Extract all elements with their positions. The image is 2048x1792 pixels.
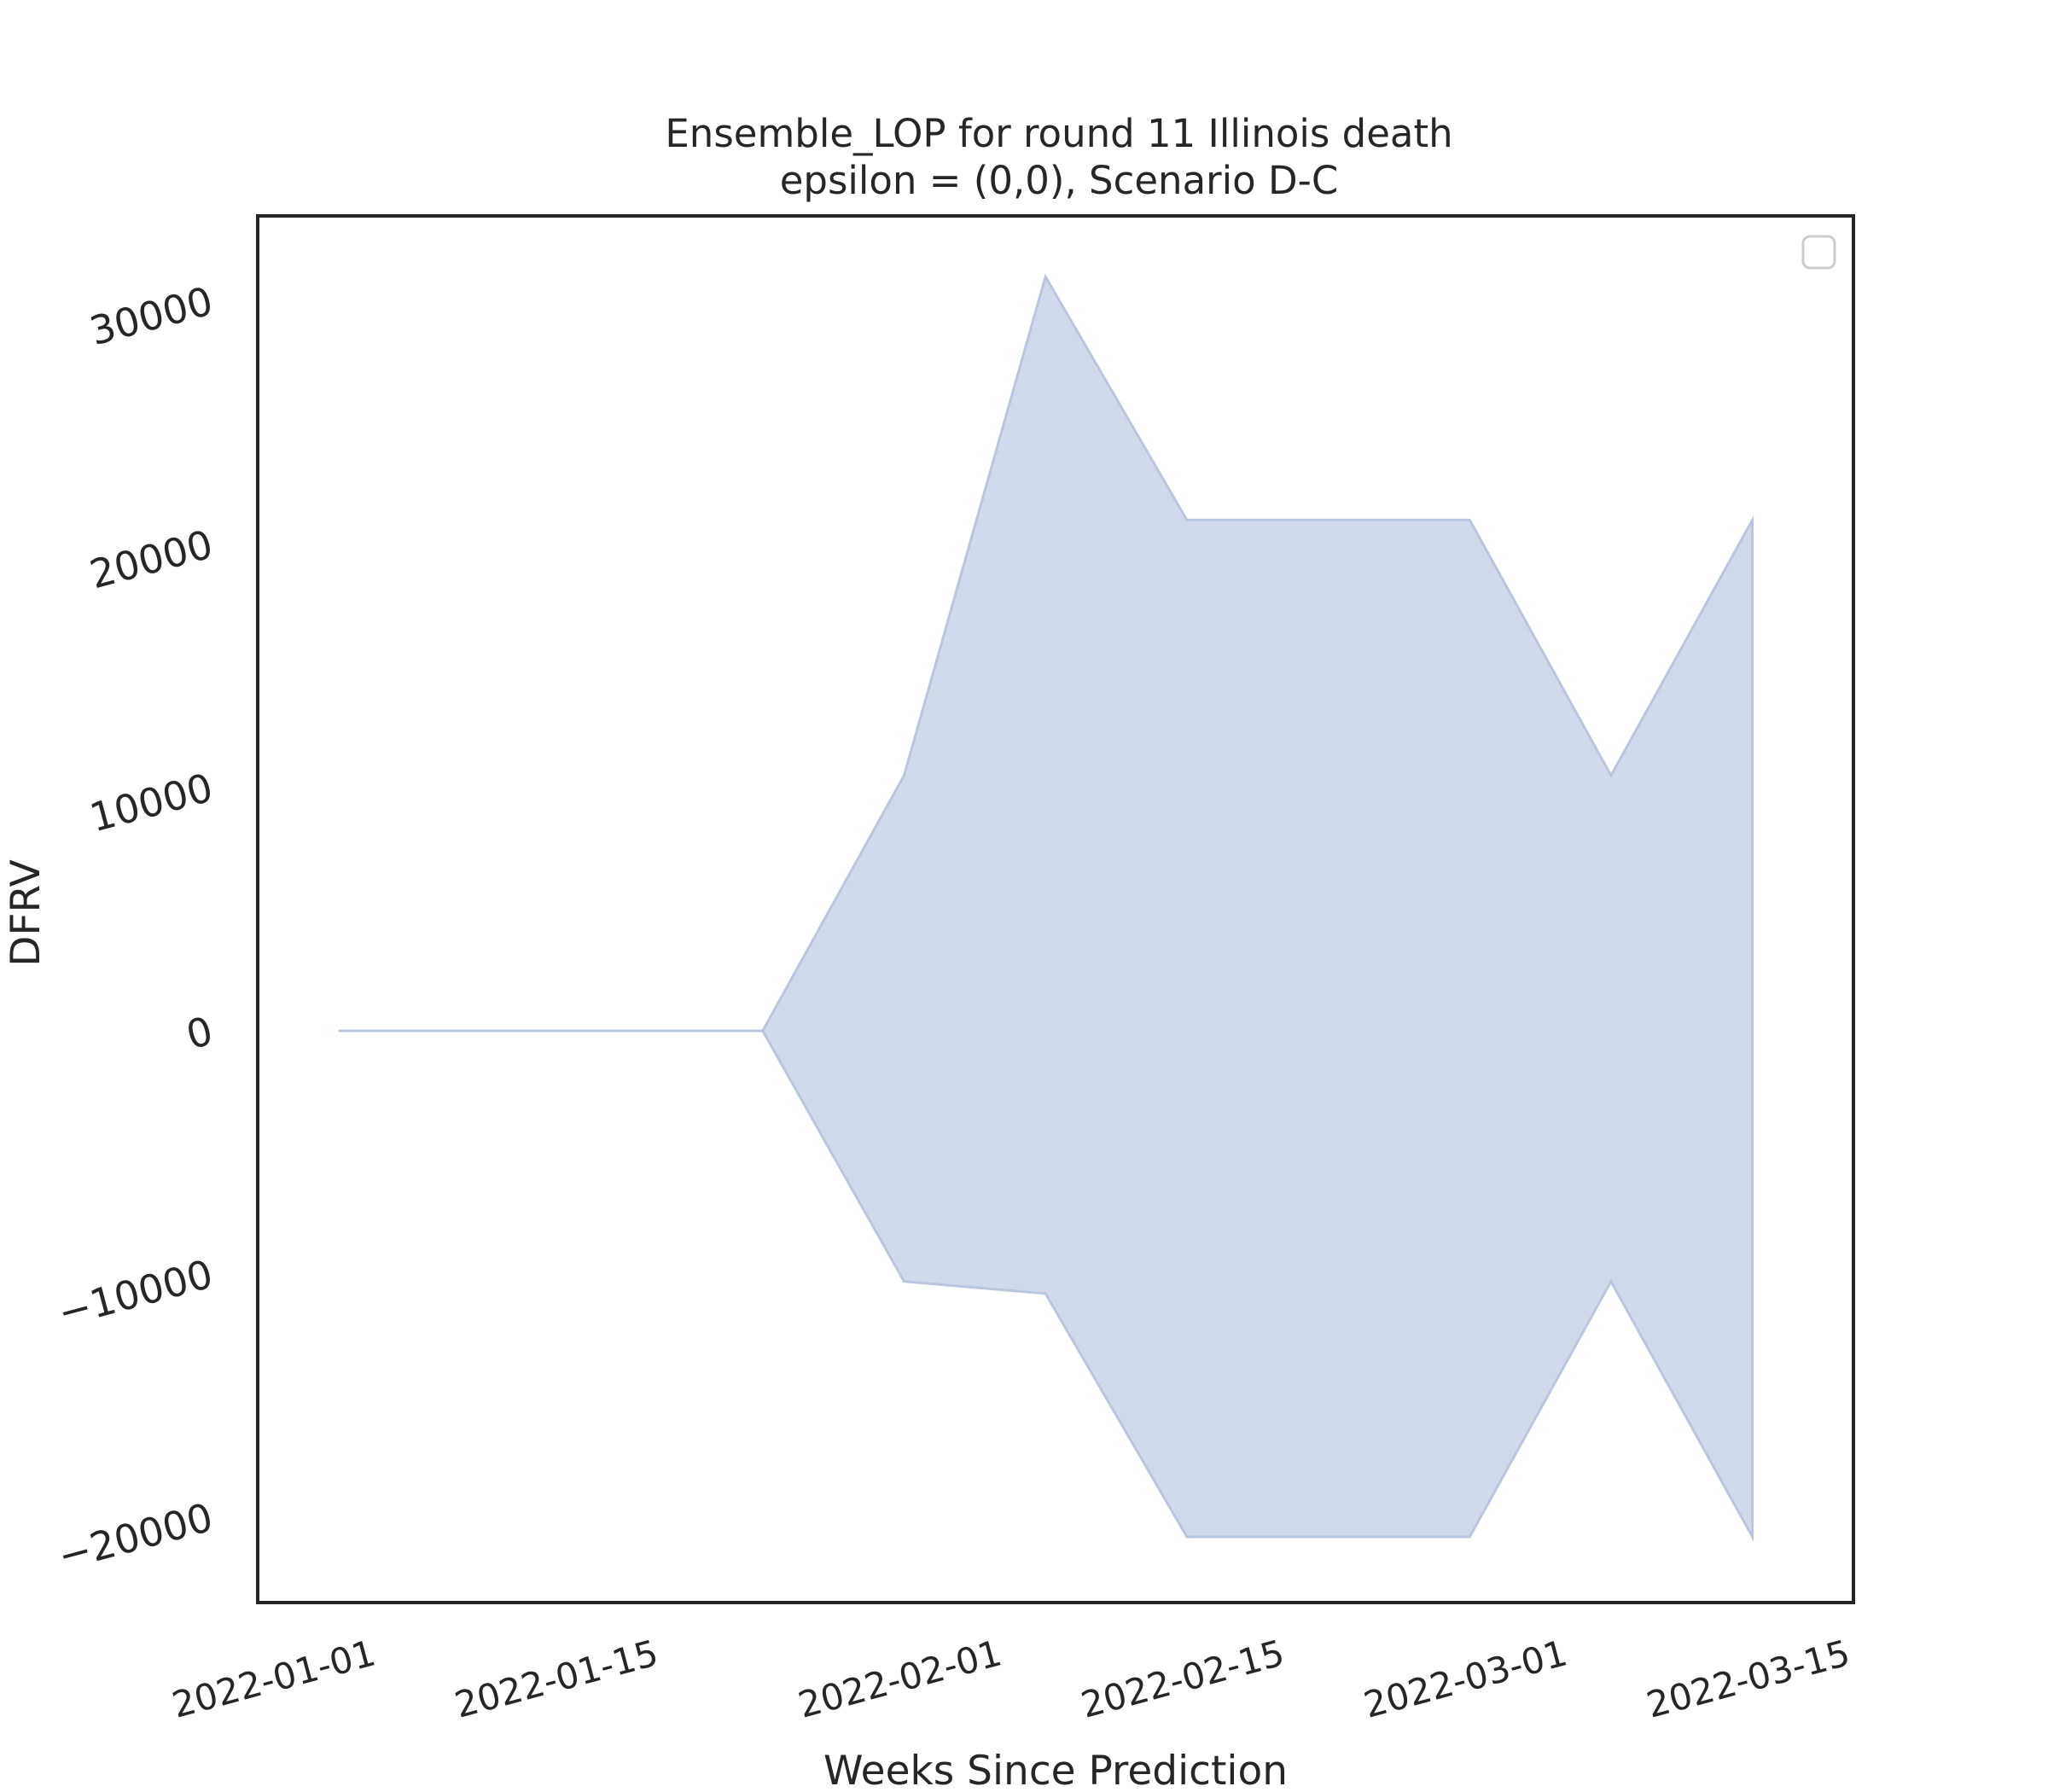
band-upper-point bbox=[1185, 518, 1189, 521]
x-axis-label: Weeks Since Prediction bbox=[823, 1748, 1288, 1792]
plot-frame bbox=[256, 214, 1855, 1604]
y-tick-label: −10000 bbox=[53, 1251, 218, 1336]
confidence-band bbox=[338, 273, 1754, 1542]
band-lower-point bbox=[903, 1280, 906, 1283]
band-lower-point bbox=[1044, 1292, 1047, 1295]
chart-subtitle: epsilon = (0,0), Scenario D-C bbox=[780, 158, 1339, 203]
chart-title: Ensemble_LOP for round 11 Illinois death bbox=[665, 111, 1452, 156]
band-lower-point bbox=[337, 1029, 340, 1033]
x-tick-label: 2022-02-01 bbox=[794, 1632, 1005, 1726]
band-upper-point bbox=[1751, 518, 1754, 521]
band-lower-point bbox=[1468, 1535, 1471, 1539]
y-tick-label: 0 bbox=[182, 1007, 218, 1058]
y-tick-label: 20000 bbox=[85, 521, 218, 597]
y-tick-label: 10000 bbox=[85, 764, 218, 841]
band-upper-point bbox=[1468, 518, 1471, 521]
band-lower-point bbox=[761, 1029, 765, 1033]
y-axis-ticks: −20000 −10000 0 10000 20000 30000 bbox=[53, 277, 218, 1579]
band-lower-point bbox=[1609, 1280, 1613, 1283]
band-upper-point bbox=[903, 774, 906, 777]
band-lower-point bbox=[1751, 1535, 1754, 1539]
band-upper-point bbox=[1327, 518, 1330, 521]
x-tick-label: 2022-03-01 bbox=[1359, 1632, 1571, 1726]
band-upper-point bbox=[1609, 774, 1613, 777]
y-tick-label: −20000 bbox=[53, 1494, 218, 1580]
x-axis-ticks: 2022-01-01 2022-01-15 2022-02-01 2022-02-15… bbox=[168, 1632, 1854, 1726]
band-upper-point bbox=[1044, 275, 1047, 278]
x-tick-label: 2022-02-15 bbox=[1077, 1632, 1289, 1726]
band-layer bbox=[337, 273, 1754, 1542]
y-axis-label: DFRV bbox=[3, 859, 49, 966]
band-lower-point bbox=[478, 1029, 481, 1033]
x-tick-label: 2022-01-01 bbox=[168, 1632, 380, 1726]
y-tick-label: 30000 bbox=[85, 277, 218, 354]
x-tick-label: 2022-01-15 bbox=[451, 1632, 662, 1726]
legend-box bbox=[1801, 235, 1836, 270]
band-lower-point bbox=[620, 1029, 623, 1033]
band-lower-point bbox=[1327, 1535, 1330, 1539]
band-lower-point bbox=[1185, 1535, 1189, 1539]
x-tick-label: 2022-03-15 bbox=[1642, 1632, 1853, 1726]
